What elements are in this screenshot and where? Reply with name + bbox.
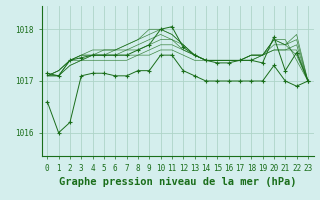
X-axis label: Graphe pression niveau de la mer (hPa): Graphe pression niveau de la mer (hPa): [59, 177, 296, 187]
